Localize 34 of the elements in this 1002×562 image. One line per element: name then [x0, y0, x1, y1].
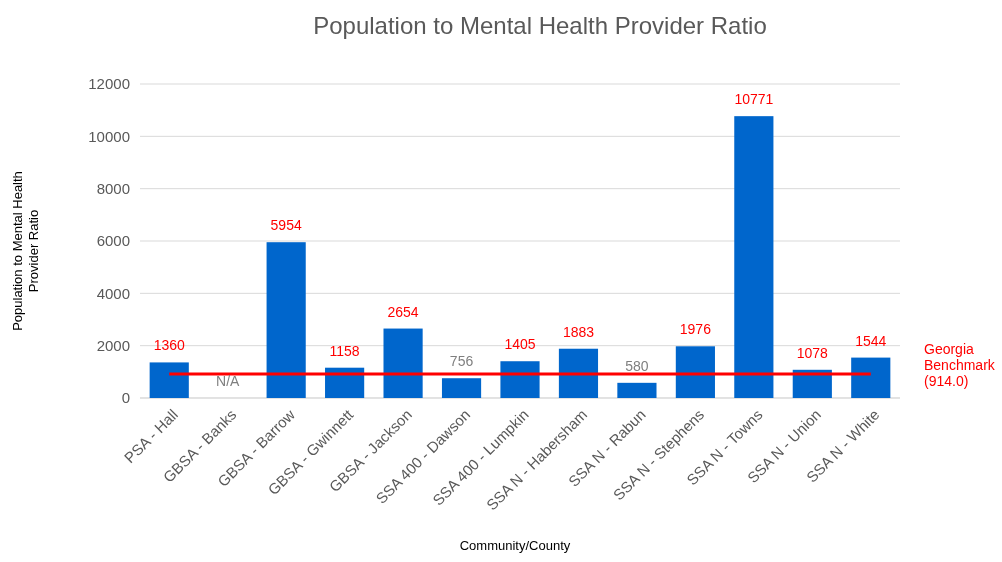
- y-tick-label: 12000: [88, 75, 130, 93]
- text: N/A: [216, 373, 240, 389]
- y-tick-label: 4000: [96, 284, 130, 302]
- data-label: 1078: [796, 344, 829, 361]
- y-tick-label: 0: [121, 389, 130, 407]
- bar: [851, 357, 891, 398]
- y-tick-label: 8000: [96, 179, 130, 197]
- bar: [383, 328, 423, 398]
- ref-line-label: Georgia Benchmark (914.0): [924, 341, 996, 390]
- data-label: 10771: [734, 91, 774, 108]
- data-label: 1976: [679, 321, 712, 338]
- data-label: 756: [449, 353, 474, 370]
- data-label: 580: [625, 357, 649, 374]
- data-label: 1360: [153, 337, 186, 354]
- bar: [675, 346, 715, 398]
- bar: [617, 382, 657, 398]
- y-axis-title: Population to Mental Health Provider Ratio: [10, 171, 41, 331]
- bar: [734, 116, 774, 398]
- chart-title: Population to Mental Health Provider Ratio: [313, 12, 767, 39]
- bar: [266, 242, 306, 398]
- data-label: 2654: [387, 303, 419, 320]
- bar: [558, 348, 599, 398]
- y-tick-label: 2000: [96, 336, 130, 354]
- data-label: 1158: [329, 342, 360, 359]
- bar: [149, 362, 189, 398]
- data-label: 1883: [562, 323, 595, 340]
- data-label: 1544: [855, 332, 887, 349]
- bar: [441, 378, 482, 398]
- y-tick-label: 10000: [88, 127, 130, 145]
- data-label: 5954: [270, 217, 302, 234]
- data-label: 1405: [504, 336, 536, 353]
- y-tick-label: 6000: [96, 232, 130, 250]
- bar: [500, 361, 540, 398]
- x-axis-title: Community/County: [459, 538, 571, 553]
